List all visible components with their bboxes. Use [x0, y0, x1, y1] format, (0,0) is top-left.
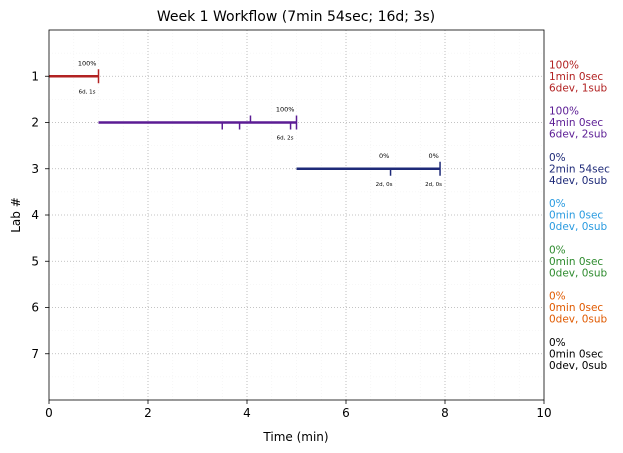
- checkpoint-detail-label: 6d, 2s: [277, 136, 294, 142]
- lab-6-summary-line: 0dev, 0sub: [549, 314, 608, 326]
- x-tick-label: 10: [536, 406, 551, 420]
- lab-5-summary-line: 0dev, 0sub: [549, 267, 608, 279]
- y-tick-label: 7: [31, 347, 39, 361]
- y-axis-ticks: 1 2 3 4 5 6 7: [31, 69, 49, 361]
- checkpoint-detail-label: 2d, 0s: [376, 182, 393, 188]
- checkpoint-percent-label: 100%: [276, 106, 295, 114]
- x-tick-label: 2: [144, 406, 152, 420]
- checkpoint-percent-label: 0%: [428, 152, 438, 160]
- x-tick-label: 4: [243, 406, 251, 420]
- lab-7-summary-line: 0%: [549, 337, 566, 349]
- lab-6-summary-line: 0min 0sec: [549, 302, 603, 314]
- lab-1-summary-line: 100%: [549, 59, 579, 71]
- y-tick-label: 2: [31, 116, 39, 130]
- checkpoint-detail-label: 6d, 1s: [79, 89, 96, 95]
- x-tick-label: 0: [45, 406, 53, 420]
- lab-5-summary-line: 0min 0sec: [549, 256, 603, 268]
- chart-title: Week 1 Workflow (7min 54sec; 16d; 3s): [157, 9, 435, 25]
- lab-7-summary-line: 0min 0sec: [549, 348, 603, 360]
- series-bars: 100% 6d, 1s 100% 6d, 2s 0% 2d, 0s 0% 2d, 0s: [49, 59, 442, 188]
- x-axis-ticks: 0 2 4 6 8 10: [45, 400, 552, 420]
- lab-4-summary-line: 0dev, 0sub: [549, 221, 608, 233]
- checkpoint-detail-label: 2d, 0s: [425, 182, 442, 188]
- y-tick-label: 6: [31, 301, 39, 315]
- grid: [49, 30, 544, 400]
- lab-4-summary-line: 0%: [549, 198, 566, 210]
- lab-7-summary-line: 0dev, 0sub: [549, 360, 608, 372]
- lab-2-summary-line: 4min 0sec: [549, 117, 603, 129]
- lab-3-summary-line: 4dev, 0sub: [549, 175, 608, 187]
- lab-2-summary-line: 6dev, 2sub: [549, 129, 608, 141]
- x-tick-label: 6: [342, 406, 350, 420]
- lab-1-summary-line: 6dev, 1sub: [549, 82, 608, 94]
- lab-2-summary-line: 100%: [549, 106, 579, 118]
- checkpoint-percent-label: 100%: [78, 59, 97, 67]
- lab-1-summary-line: 1min 0sec: [549, 71, 603, 83]
- y-tick-label: 3: [31, 162, 39, 176]
- lab-5-summary-line: 0%: [549, 244, 566, 256]
- y-tick-label: 5: [31, 254, 39, 268]
- y-tick-label: 1: [31, 69, 39, 83]
- lab-3-summary-line: 2min 54sec: [549, 163, 610, 175]
- lab-3-summary-line: 0%: [549, 152, 566, 164]
- y-axis-label: Lab #: [9, 197, 23, 233]
- x-axis-label: Time (min): [262, 430, 328, 444]
- lab-4-summary-line: 0min 0sec: [549, 210, 603, 222]
- checkpoint-percent-label: 0%: [379, 152, 389, 160]
- y-tick-label: 4: [31, 208, 39, 222]
- x-tick-label: 8: [441, 406, 449, 420]
- lab-6-summary-line: 0%: [549, 291, 566, 303]
